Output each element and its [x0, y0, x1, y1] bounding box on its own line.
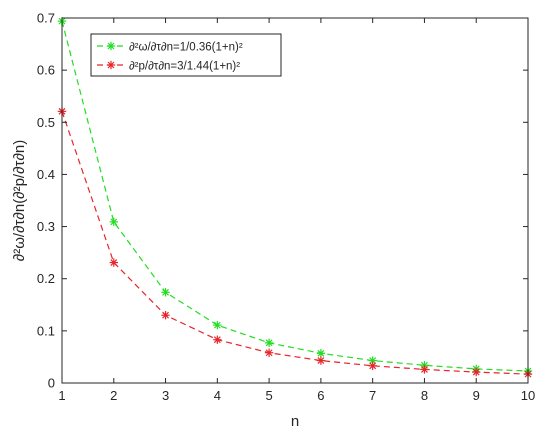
marker-stroke	[317, 357, 325, 365]
y-tick-label: 0.3	[37, 219, 55, 234]
y-tick-label: 0.7	[37, 11, 55, 26]
marker-stroke	[265, 349, 273, 357]
y-tick-label: 0.1	[37, 323, 55, 338]
x-tick-label: 2	[110, 388, 117, 403]
x-tick-label: 4	[214, 388, 221, 403]
marker-stroke	[110, 259, 118, 266]
y-tick-label: 0.6	[37, 63, 55, 78]
x-tick-label: 8	[421, 388, 428, 403]
axes-box	[61, 17, 529, 384]
marker-stroke	[110, 218, 118, 226]
x-tick-label: 1	[58, 388, 65, 403]
series-line-1	[61, 20, 529, 372]
series-1-point	[264, 338, 274, 348]
legend-marker-2	[106, 60, 116, 70]
x-tick-label: 7	[369, 388, 376, 403]
legend-label-1: ∂²ω/∂τ∂n=1/0.36(1+n)²	[129, 42, 243, 54]
plot-area	[62, 18, 528, 383]
marker-stroke	[107, 61, 115, 69]
marker-stroke	[107, 42, 115, 50]
legend: ∂²ω/∂τ∂n=1/0.36(1+n)² ∂²p/∂τ∂n=3/1.44(1+n…	[90, 33, 282, 77]
legend-marker-1	[106, 41, 116, 51]
marker-stroke	[317, 349, 325, 357]
legend-label-2: ∂²p/∂τ∂n=3/1.44(1+n)²	[129, 61, 240, 73]
x-tick-label: 10	[521, 388, 535, 403]
marker-stroke	[421, 366, 428, 373]
series-2-point	[109, 258, 118, 267]
y-tick-label: 0	[48, 376, 55, 391]
marker-stroke	[162, 288, 169, 296]
marker-stroke	[213, 336, 221, 344]
series-1-point	[161, 288, 170, 297]
y-tick-label: 0.4	[37, 167, 55, 182]
ticks-layer: 1 2 3 4 5 6 7 8 9 10 0 0.1 0.2 0.3 0.4 0.5 0.6 0.7	[37, 11, 535, 404]
series-1-point	[213, 320, 222, 330]
y-tick-label: 0.2	[37, 271, 55, 286]
y-axis-label: ∂²ω/∂τ∂n(∂²p/∂τ∂n)	[11, 140, 28, 261]
marker-stroke	[369, 362, 377, 370]
series-2-point	[316, 356, 326, 365]
series-2-point	[472, 367, 481, 377]
series-1-point	[316, 349, 326, 358]
x-axis-label: n	[291, 413, 299, 430]
marker-stroke	[369, 357, 377, 365]
series-2-point	[161, 311, 170, 320]
x-tick-label: 3	[162, 388, 169, 403]
series-2-point	[368, 361, 377, 370]
x-tick-label: 9	[473, 388, 480, 403]
marker-stroke	[162, 311, 169, 319]
series-1-point	[109, 217, 118, 227]
legend-box	[90, 33, 282, 77]
series-2-point	[420, 365, 429, 374]
marker-stroke	[265, 339, 273, 347]
x-tick-label: 5	[265, 388, 272, 403]
marker-stroke	[472, 368, 480, 376]
y-tick-label: 0.5	[37, 115, 55, 130]
x-tick-label: 6	[317, 388, 324, 403]
series-line-2	[61, 111, 529, 375]
series-2-point	[213, 335, 222, 344]
axes-layer	[61, 17, 529, 384]
marker-stroke	[213, 321, 221, 329]
series-2-point	[264, 348, 274, 357]
